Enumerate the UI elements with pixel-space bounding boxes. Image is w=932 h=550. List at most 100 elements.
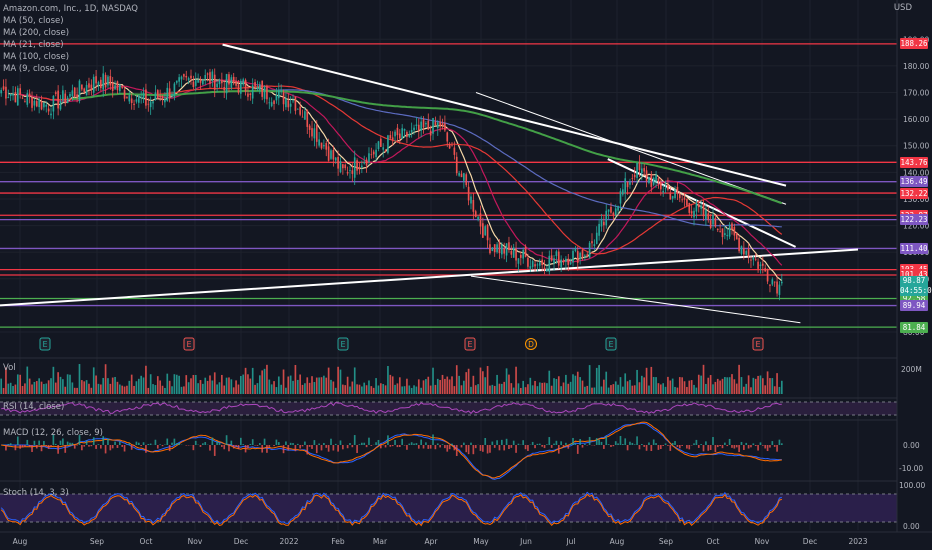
candle-body	[221, 80, 223, 84]
volume-bar	[45, 383, 48, 394]
level-price-tag[interactable]: 188.26	[900, 38, 928, 50]
candle-body	[69, 93, 71, 97]
level-price-tag[interactable]: 101.43	[900, 269, 928, 281]
macd-bar	[394, 439, 396, 445]
volume-bar	[247, 374, 249, 394]
level-price-tag[interactable]: 81.84	[900, 321, 928, 333]
macd-bar	[465, 445, 468, 453]
volume-bar	[104, 364, 107, 394]
indicator-ma50[interactable]: MA (50, close)	[3, 16, 64, 26]
candle-body	[178, 77, 180, 82]
volume-bar	[522, 380, 525, 394]
macd-bar	[678, 445, 681, 449]
stoch-pane-label[interactable]: Stoch (14, 3, 3)	[3, 488, 69, 498]
level-price-tag[interactable]: 111.40	[900, 242, 928, 254]
macd-bar	[266, 445, 268, 453]
indicator-ma100[interactable]: MA (100, close)	[3, 52, 70, 62]
macd-bar	[650, 445, 653, 452]
macd-bar	[194, 440, 197, 445]
candle-body	[603, 221, 605, 226]
candle-body	[510, 250, 513, 255]
candle-body	[254, 82, 256, 87]
candle-body	[289, 103, 292, 107]
macd-bar	[550, 445, 553, 448]
earnings-marker-label: E	[42, 340, 47, 349]
candle-body	[306, 109, 309, 127]
candle-body	[71, 90, 74, 97]
macd-bar	[517, 443, 520, 445]
macd-bar	[175, 443, 178, 445]
candle-body	[451, 145, 453, 147]
volume-bar	[581, 380, 584, 394]
level-price-tag[interactable]: 122.23	[900, 214, 928, 226]
volume-bar	[270, 384, 273, 394]
macd-bar	[595, 438, 598, 445]
level-price-tag[interactable]: 143.76	[900, 156, 928, 168]
time-tick: Aug	[610, 537, 625, 546]
candle-body	[152, 101, 154, 104]
macd-bar	[213, 445, 216, 456]
volume-bar	[417, 379, 420, 394]
macd-bar	[750, 445, 752, 448]
indicator-ma21[interactable]: MA (21, close)	[3, 40, 64, 50]
candle-body	[541, 259, 543, 266]
candle-body	[318, 139, 320, 146]
candle-body	[104, 74, 107, 88]
candle-body	[107, 76, 109, 86]
volume-bar	[133, 385, 135, 394]
candle-body	[527, 257, 529, 267]
level-price-tag[interactable]: 89.94	[900, 300, 928, 312]
time-tick: 2023	[848, 537, 867, 546]
volume-pane-label[interactable]: Vol	[3, 363, 16, 373]
macd-bar	[218, 442, 221, 445]
candle-body	[659, 181, 662, 190]
level-price-tag[interactable]: 136.49	[900, 176, 928, 188]
candle-body	[624, 178, 627, 193]
candle-body	[441, 123, 444, 126]
candle-body	[705, 210, 707, 220]
trendline	[0, 248, 859, 307]
macd-bar	[555, 440, 558, 445]
volume-bar	[455, 365, 458, 394]
volume-bar	[147, 387, 150, 394]
volume-bar	[465, 372, 468, 394]
candle-body	[102, 73, 105, 90]
macd-bar	[505, 438, 508, 445]
indicator-ma200[interactable]: MA (200, close)	[3, 28, 70, 38]
macd-bar	[387, 435, 389, 445]
candle-body	[550, 255, 553, 261]
candle-body	[301, 116, 304, 118]
level-price-tag[interactable]: 132.22	[900, 187, 928, 199]
candle-body	[453, 147, 456, 155]
macd-bar	[600, 441, 603, 445]
earnings-marker-label: E	[467, 340, 472, 349]
rsi-pane-label[interactable]: RSI (14, close)	[3, 402, 65, 412]
macd-bar	[417, 445, 420, 449]
time-tick: Feb	[331, 537, 345, 546]
last-price-tag[interactable]: 98.87 04:55:05	[900, 276, 932, 297]
candle-body	[588, 242, 591, 258]
macd-pane-label[interactable]: MACD (12, 26, close, 9)	[3, 428, 103, 438]
volume-bar	[479, 367, 482, 394]
symbol-title[interactable]: Amazon.com, Inc., 1D, NASDAQ	[3, 4, 138, 14]
candle-body	[277, 90, 280, 99]
candle-body	[149, 101, 152, 108]
macd-bar	[121, 445, 124, 447]
macd-signal-line	[1, 421, 782, 479]
volume-bar	[387, 366, 389, 394]
macd-bar	[463, 442, 465, 445]
volume-bar	[446, 376, 449, 394]
stoch-tick: 100.00	[899, 481, 925, 490]
candle-body	[593, 244, 596, 247]
volume-bar	[339, 369, 342, 394]
macd-bar	[363, 442, 366, 445]
indicator-ma9[interactable]: MA (9, close, 0)	[3, 64, 69, 74]
macd-bar	[104, 445, 107, 454]
price-tick: 130.00	[903, 195, 929, 204]
candle-body	[287, 100, 290, 108]
level-price-tag[interactable]: 92.58	[900, 293, 928, 305]
macd-bar	[232, 445, 235, 449]
volume-bar	[394, 384, 396, 394]
macd-bar	[166, 438, 169, 445]
